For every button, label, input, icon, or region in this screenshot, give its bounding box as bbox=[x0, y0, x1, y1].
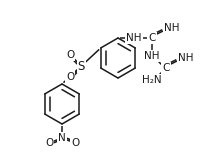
Text: NH: NH bbox=[144, 51, 160, 61]
Text: C: C bbox=[148, 33, 156, 43]
Text: NH: NH bbox=[126, 33, 142, 43]
Text: H₂N: H₂N bbox=[142, 75, 162, 85]
Text: S: S bbox=[78, 59, 85, 73]
Text: NH: NH bbox=[178, 53, 194, 63]
Text: O: O bbox=[71, 138, 79, 148]
Text: C: C bbox=[162, 63, 170, 73]
Text: O: O bbox=[45, 138, 53, 148]
Text: O: O bbox=[66, 50, 74, 60]
Text: O: O bbox=[66, 72, 74, 82]
Text: NH: NH bbox=[164, 23, 180, 33]
Text: N: N bbox=[58, 133, 66, 143]
